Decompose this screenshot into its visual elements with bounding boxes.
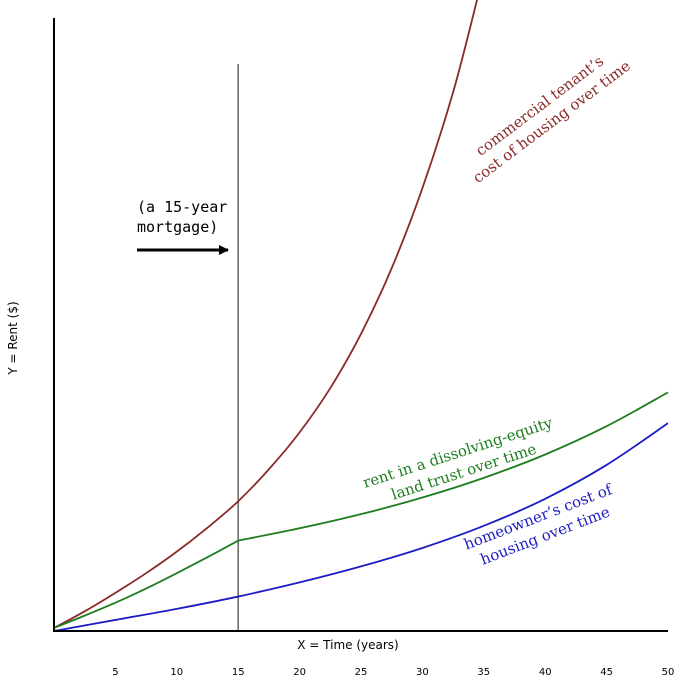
homeowner-line <box>54 422 669 632</box>
x-tick-label: 25 <box>355 667 368 678</box>
x-tick-label: 20 <box>293 667 306 678</box>
x-tick-label: 15 <box>232 667 245 678</box>
mortgage-annotation-line2: mortgage) <box>137 218 218 236</box>
x-tick-label: 30 <box>416 667 429 678</box>
y-axis-label: Y = Rent ($) <box>6 301 20 375</box>
x-axis-label: X = Time (years) <box>297 638 398 652</box>
x-tick-labels: 5 10 15 20 25 30 35 40 45 50 <box>112 667 674 678</box>
commercial-tenant-line <box>54 0 478 629</box>
mortgage-annotation-line1: (a 15-year <box>137 198 227 216</box>
x-tick-label: 50 <box>662 667 675 678</box>
x-tick-label: 35 <box>477 667 490 678</box>
x-tick-label: 10 <box>170 667 183 678</box>
series-lines <box>54 0 669 632</box>
x-tick-label: 40 <box>539 667 552 678</box>
land-trust-line <box>54 391 669 629</box>
x-tick-label: 45 <box>600 667 613 678</box>
x-tick-label: 5 <box>112 667 118 678</box>
commercial-series-label-line2: cost of housing over time <box>469 57 634 187</box>
